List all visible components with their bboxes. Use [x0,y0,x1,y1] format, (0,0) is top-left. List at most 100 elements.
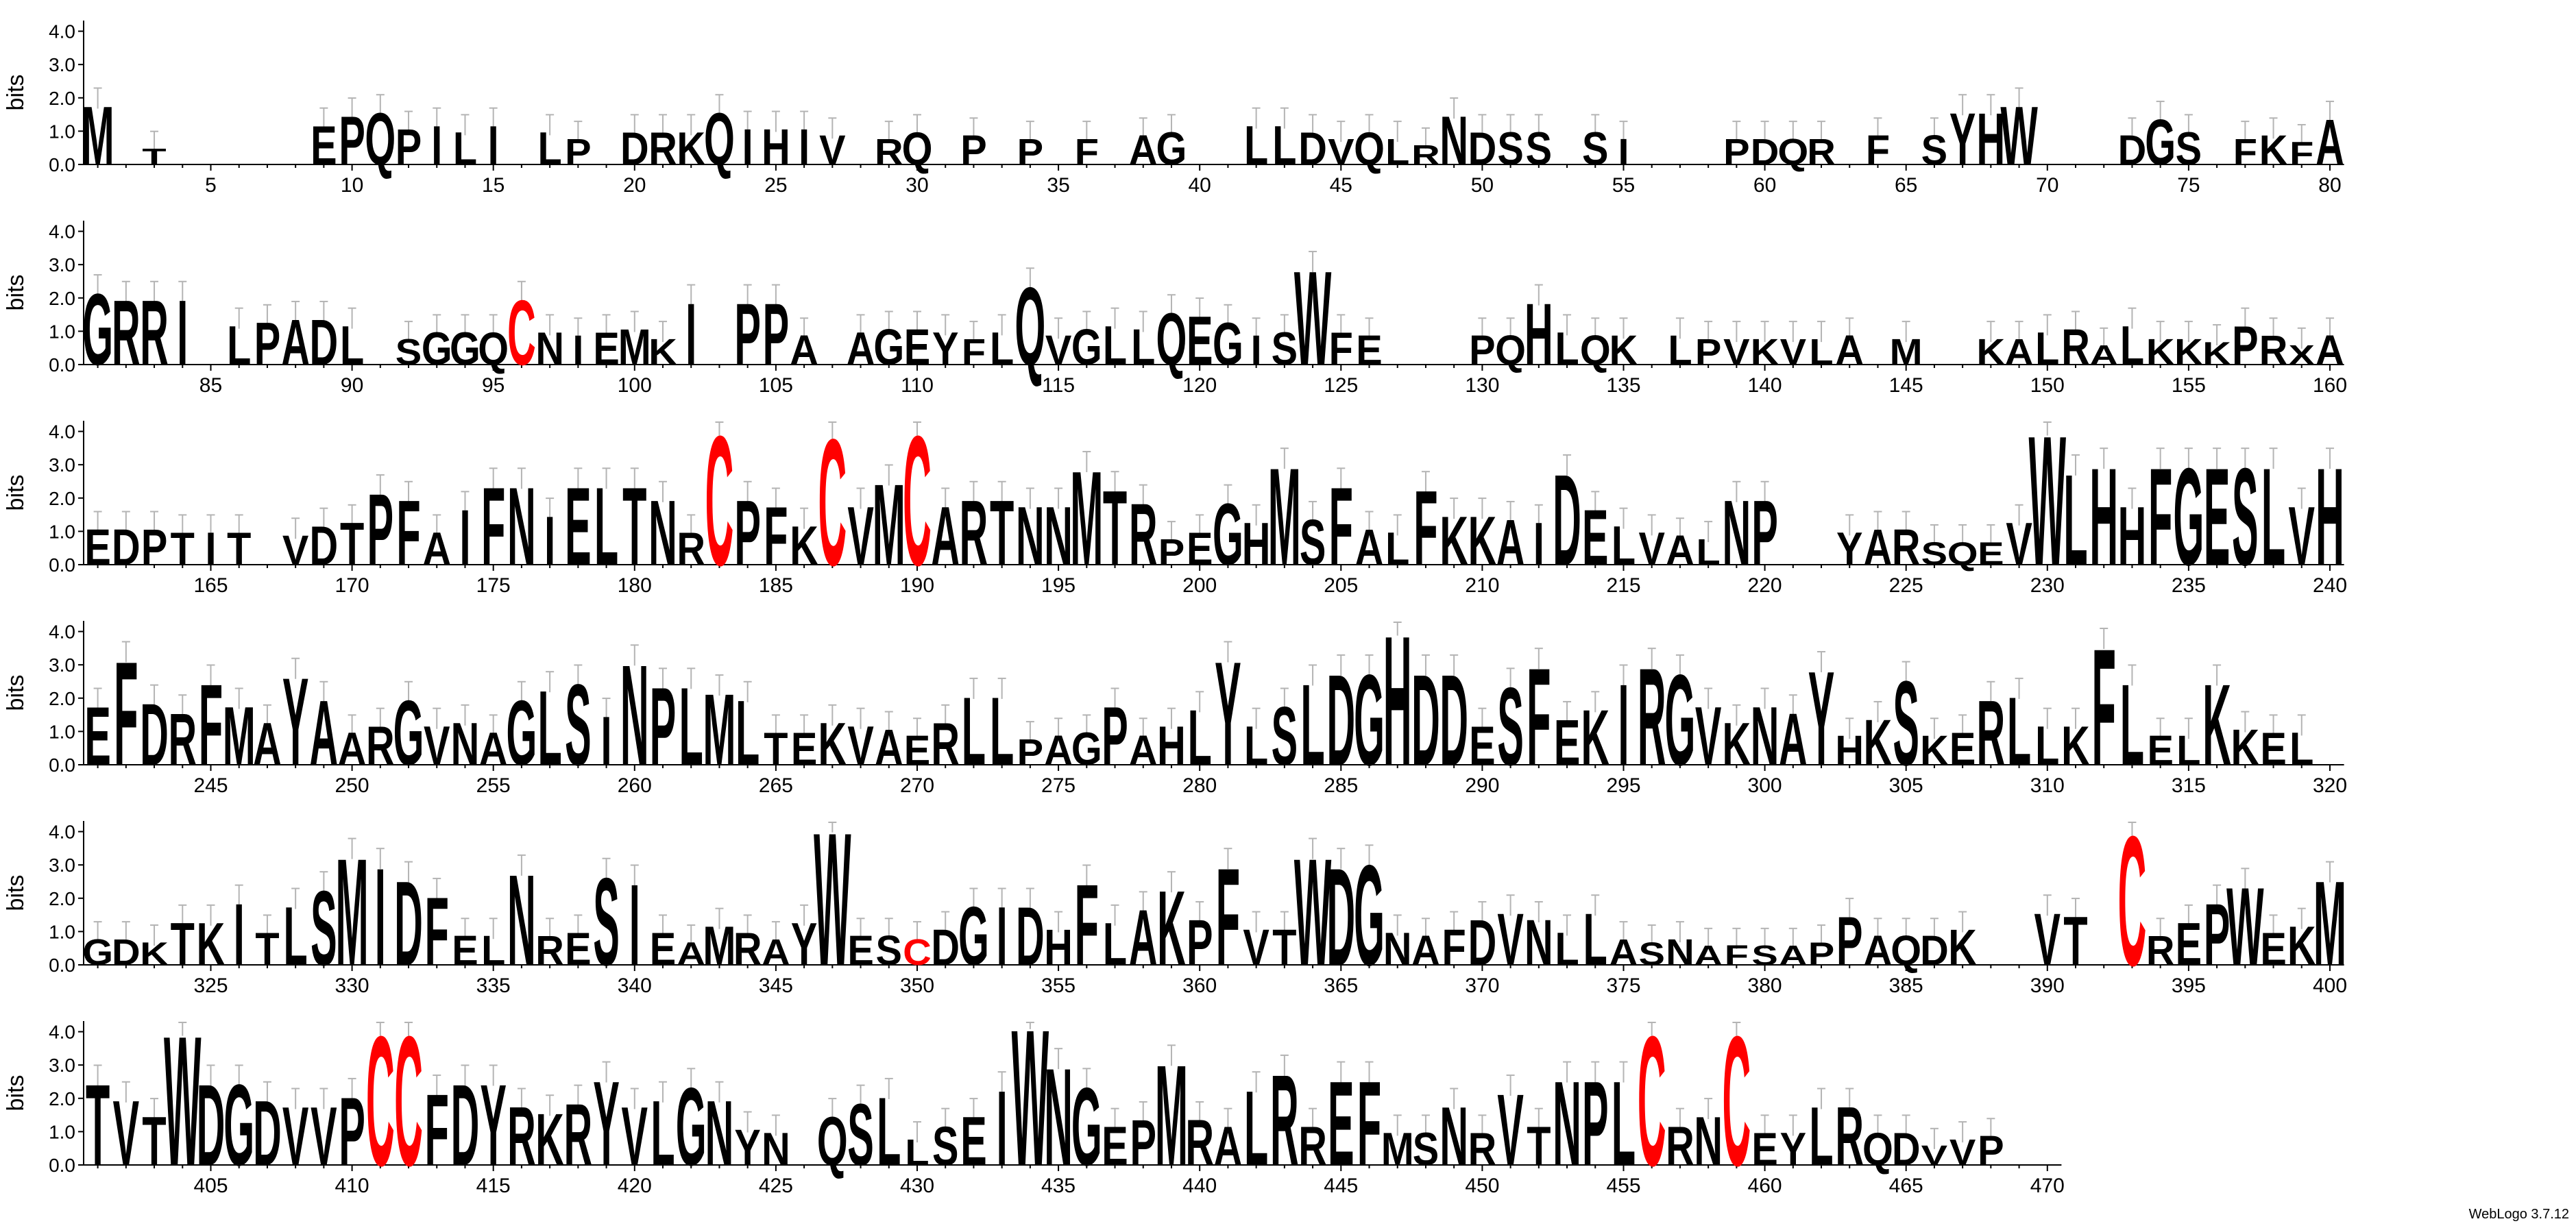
logo-letter-399: K [2287,914,2316,977]
logo-letter-204: S [1300,506,1326,578]
logo-letter-402: V [113,1082,139,1186]
logo-letter-229: V [2006,511,2032,578]
logo-letter-363: T [1272,920,1296,977]
logo-letter-80: A [2316,106,2344,178]
logo-letter-432: E [960,1103,986,1180]
logo-letter-82: R [112,282,141,385]
logo-letter-207: L [1385,524,1409,575]
logo-letter-166: T [227,524,251,575]
logo-letter-168: V [282,527,309,574]
x-tick-label: 445 [1324,1175,1358,1197]
logo-letter-59: P [1723,131,1749,173]
logo-letter-67: Y [1949,99,1976,181]
logo-letter-463: R [1835,1090,1864,1183]
logo-letter-219: N [1723,482,1751,585]
x-tick-label: 470 [2030,1175,2065,1197]
logo-letter-370: D [1468,906,1497,979]
logo-letter-300: N [1751,690,1779,783]
logo-letter-307: E [1949,724,1976,775]
logo-letter-245: F [199,660,223,789]
logo-letter-141: V [1780,331,1806,373]
logo-letter-135: K [1609,327,1638,374]
logo-letter-276: G [1071,724,1102,775]
logo-letter-184: P [734,482,760,585]
logo-letter-174: I [459,495,470,582]
logo-letter-270: E [904,727,930,774]
x-tick-label: 115 [1042,374,1075,397]
logo-letter-42: L [1244,114,1268,176]
logo-letter-66: S [1921,127,1947,174]
logo-letter-199: P [1158,531,1184,573]
logo-letter-218: L [1697,531,1721,573]
y-tick-label: 3.0 [49,654,75,676]
y-tick-label: 4.0 [49,221,75,243]
logo-letter-193: T [990,482,1014,585]
x-tick-label: 340 [618,974,652,997]
logo-letter-186: K [790,514,818,576]
logo-letter-455: L [1612,1056,1636,1190]
x-tick-label: 425 [759,1175,793,1197]
logo-letter-374: L [1583,899,1607,981]
logo-letter-106: A [790,327,818,374]
logo-letter-208: F [1413,468,1437,587]
logo-letter-134: Q [1580,327,1611,374]
logo-letter-385: Q [1891,927,1921,974]
logo-letter-422: G [676,1064,707,1188]
logo-letter-95: Q [478,323,509,375]
logo-letter-121: G [1213,310,1243,378]
logo-letter-281: Y [1215,631,1241,797]
logo-letter-23: Q [704,99,735,181]
logo-letter-157: P [2232,314,2258,376]
logo-letter-75: S [2176,123,2202,175]
y-tick-label: 1.0 [49,721,75,742]
logo-letter-280: L [1188,695,1212,783]
x-tick-label: 110 [901,374,934,397]
logo-letter-171: P [367,473,393,587]
logo-letter-353: I [997,890,1008,983]
logo-letter-202: H [1242,511,1271,578]
logo-letter-190: C [903,398,932,604]
logo-letter-116: G [1071,319,1102,376]
logo-letter-177: I [544,502,555,580]
logo-letter-64: F [1866,127,1890,174]
logo-letter-362: V [1243,920,1269,977]
logo-letter-376: S [1638,936,1664,972]
logo-letter-114: Q [1014,264,1045,388]
x-tick-label: 40 [1189,174,1211,197]
logo-letter-390: V [2034,899,2061,981]
logo-letter-458: N [1694,1103,1723,1180]
logo-letter-395: E [2176,911,2202,978]
y-tick-label: 1.0 [49,1121,75,1142]
x-tick-label: 15 [482,174,505,197]
logo-letter-279: H [1157,714,1186,776]
logo-letter-456: C [1638,998,1666,1205]
logo-letter-89: D [310,306,339,378]
x-tick-label: 50 [1471,174,1494,197]
y-tick-label: 1.0 [49,121,75,142]
logo-letter-51: S [1497,123,1523,175]
logo-letter-274: P [1017,731,1043,773]
logo-letter-286: G [1354,647,1385,792]
logo-letter-297: G [1664,647,1695,792]
logo-letter-408: V [282,1090,308,1183]
logo-letter-271: R [931,711,960,778]
logo-letter-350: C [903,931,932,973]
logo-letter-233: H [2118,490,2147,582]
logo-letter-232: H [2089,439,2118,594]
x-tick-label: 455 [1606,1175,1640,1197]
logo-letter-38: A [1129,127,1158,174]
logo-letter-418: R [564,1086,593,1184]
logo-letter-54: S [1582,123,1608,175]
logo-letter-330: M [336,828,369,998]
logo-letter-84: I [177,282,188,385]
logo-letter-445: E [1328,1056,1354,1190]
logo-letter-79: F [2289,136,2313,172]
logo-letter-443: R [1270,1047,1299,1192]
logo-letter-298: V [1695,690,1721,783]
logo-letter-429: L [877,1077,901,1186]
logo-letter-328: L [284,890,308,983]
logo-letter-159: X [2289,339,2315,371]
x-tick-label: 20 [623,174,646,197]
x-tick-label: 125 [1324,374,1358,397]
x-tick-label: 25 [764,174,787,197]
